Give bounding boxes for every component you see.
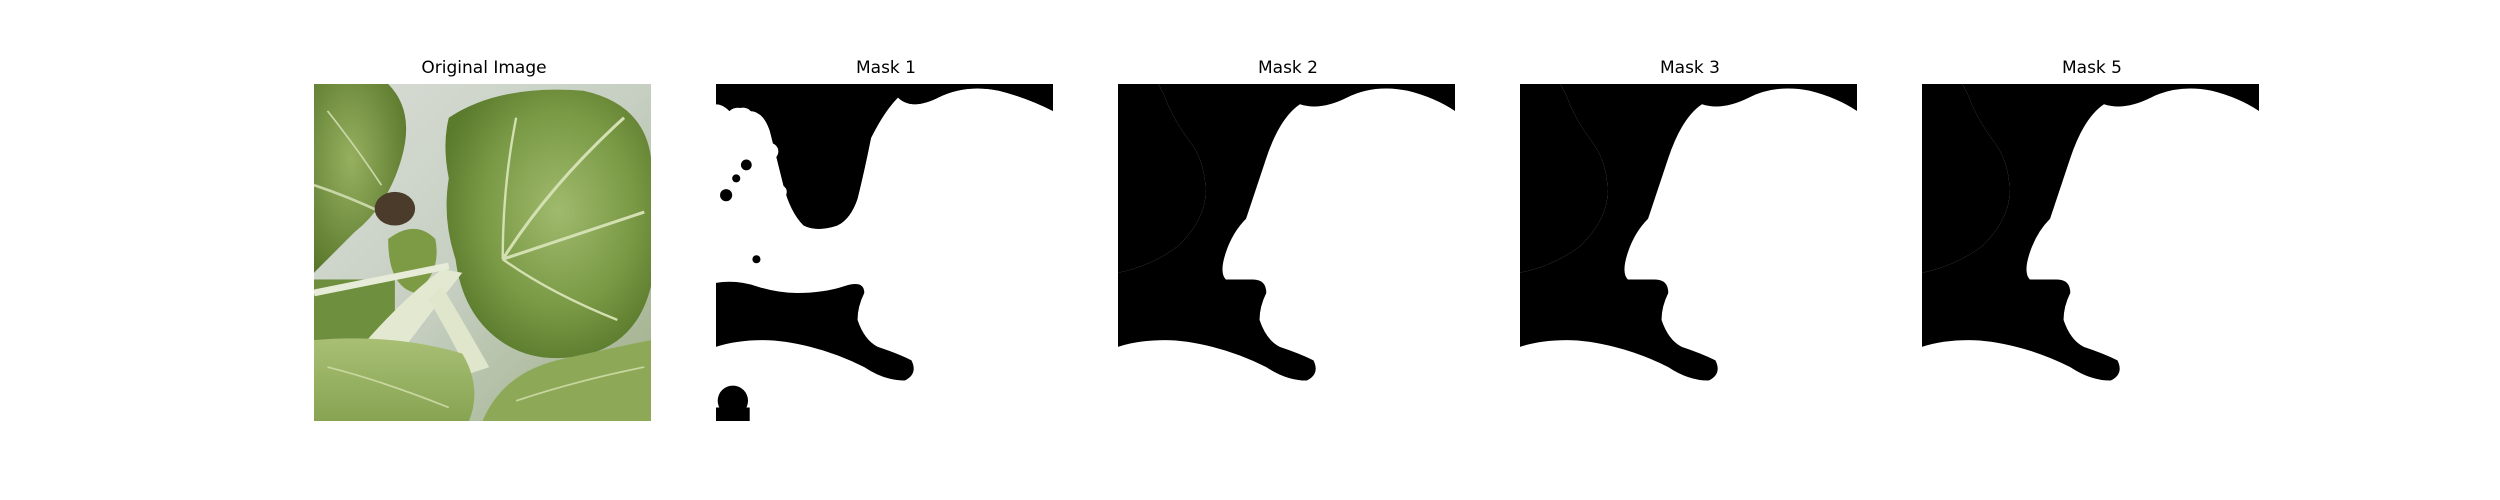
panel-original-image: Original Image [314,0,654,500]
panel-title: Original Image [314,58,654,78]
mask-2-image [1118,84,1455,421]
mask-1-image [716,84,1053,421]
panel-title: Mask 2 [1118,58,1458,78]
panel-title: Mask 5 [1922,58,2262,78]
panel-title: Mask 1 [716,58,1056,78]
panel-mask-1: Mask 1 [716,0,1056,500]
original-image [314,84,651,421]
mask-5-image [1922,84,2259,421]
mask-3-image [1520,84,1857,421]
panel-mask-3: Mask 3 [1520,0,1860,500]
panel-mask-5: Mask 5 [1922,0,2262,500]
panel-title: Mask 3 [1520,58,1860,78]
panel-mask-2: Mask 2 [1118,0,1458,500]
